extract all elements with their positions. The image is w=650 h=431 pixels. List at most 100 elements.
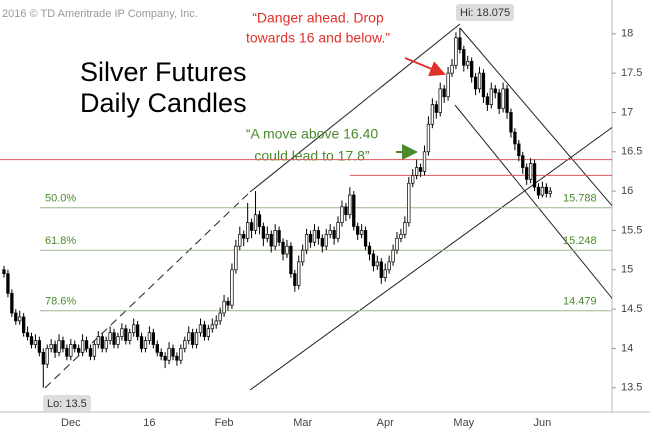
candle-body [489, 88, 493, 105]
candle-body [277, 230, 281, 243]
candle-body [261, 226, 266, 239]
candle-body [22, 316, 26, 334]
candle-body [348, 194, 352, 216]
candle-body [128, 332, 132, 341]
candle-body [407, 182, 411, 223]
candle-body [139, 336, 144, 349]
candle-body [312, 230, 317, 243]
candle-body [336, 222, 340, 239]
y-tick-label: 16 [621, 185, 633, 197]
y-tick-label: 17 [621, 106, 633, 118]
candle-body [159, 352, 163, 357]
hi-box [456, 4, 514, 21]
candle-body [379, 261, 383, 278]
candle-body [18, 316, 22, 322]
candle-body [242, 234, 246, 239]
candle-body [548, 190, 552, 194]
plot [0, 27, 612, 388]
trendline [249, 126, 612, 391]
candle-body [61, 340, 65, 349]
candle-body [33, 340, 38, 345]
chart-title: Silver Futures [80, 57, 247, 87]
y-tick-label: 18 [621, 28, 633, 40]
candle-body [387, 261, 391, 271]
candle-body [230, 269, 234, 306]
candle-body [281, 241, 285, 255]
candle-body [391, 249, 395, 263]
candle-body [513, 131, 517, 145]
candle-body [532, 163, 537, 188]
x-tick-label: May [453, 417, 474, 429]
candle-body [202, 324, 207, 337]
candle-body [155, 344, 159, 353]
lo-box [43, 395, 91, 412]
y-tick-label: 15.5 [621, 224, 642, 236]
candle-body [395, 237, 399, 251]
candle-body [249, 222, 254, 231]
candle-body [521, 155, 525, 168]
candle-body [167, 348, 171, 361]
candle-body [285, 245, 289, 255]
candle-body [273, 230, 277, 247]
hi-label: Hi: 18.075 [460, 7, 510, 19]
candle-body [222, 300, 226, 314]
candle-body [183, 340, 187, 349]
chart-title: Daily Candles [80, 88, 247, 118]
candle-body [473, 76, 478, 90]
candle-body [430, 104, 435, 125]
candle-body [320, 237, 324, 247]
candle-body [238, 234, 242, 247]
candle-body [304, 234, 309, 251]
candle-body [25, 332, 30, 337]
candle-body [124, 328, 128, 341]
annotation: towards 16 and below.” [246, 30, 390, 46]
copyright: 2016 © TD Ameritrade IP Company, Inc. [2, 8, 198, 20]
y-tick-label: 16.5 [621, 146, 642, 158]
arrow [404, 57, 446, 77]
candle-body [442, 88, 446, 98]
candle-body [120, 328, 124, 337]
candle-body [190, 332, 195, 345]
candle-body [73, 344, 77, 349]
candle-body [49, 344, 53, 349]
candle-body [269, 234, 273, 247]
y-tick-label: 15 [621, 264, 633, 276]
candle-body [438, 88, 442, 113]
candle-body [434, 104, 438, 113]
candle-body [257, 214, 262, 227]
candle-body [536, 186, 541, 196]
y-tick-label: 13.5 [621, 382, 642, 394]
candle-body [426, 123, 431, 153]
lo-label: Lo: 13.5 [47, 398, 87, 410]
candle-body [493, 88, 497, 94]
candle-body [297, 261, 301, 286]
candle-body [6, 273, 10, 294]
candle-body [187, 332, 191, 341]
fib-name: 78.6% [45, 296, 76, 308]
trendline [44, 191, 251, 389]
candle-body [462, 49, 466, 66]
candle-body [324, 234, 328, 247]
candle-body [517, 143, 521, 157]
candle-body [293, 273, 297, 286]
candle-body [477, 72, 482, 90]
annotation: could lead to 17.8” [254, 148, 370, 164]
candle-body [10, 293, 14, 314]
candle-body [422, 151, 427, 172]
candle-body [501, 88, 505, 109]
candle-body [418, 167, 423, 172]
y-tick-label: 14 [621, 342, 633, 354]
candle-body [147, 332, 152, 341]
candle-body [540, 186, 545, 196]
candle-body [485, 96, 490, 105]
trendline [459, 27, 612, 207]
fib-value: 14.479 [563, 296, 597, 308]
candle-body [171, 348, 175, 357]
annotation: “Danger ahead. Drop [252, 10, 384, 26]
candle-body [96, 336, 100, 345]
candle-body [352, 194, 356, 227]
candle-body [29, 336, 34, 345]
candle-body [399, 234, 403, 239]
